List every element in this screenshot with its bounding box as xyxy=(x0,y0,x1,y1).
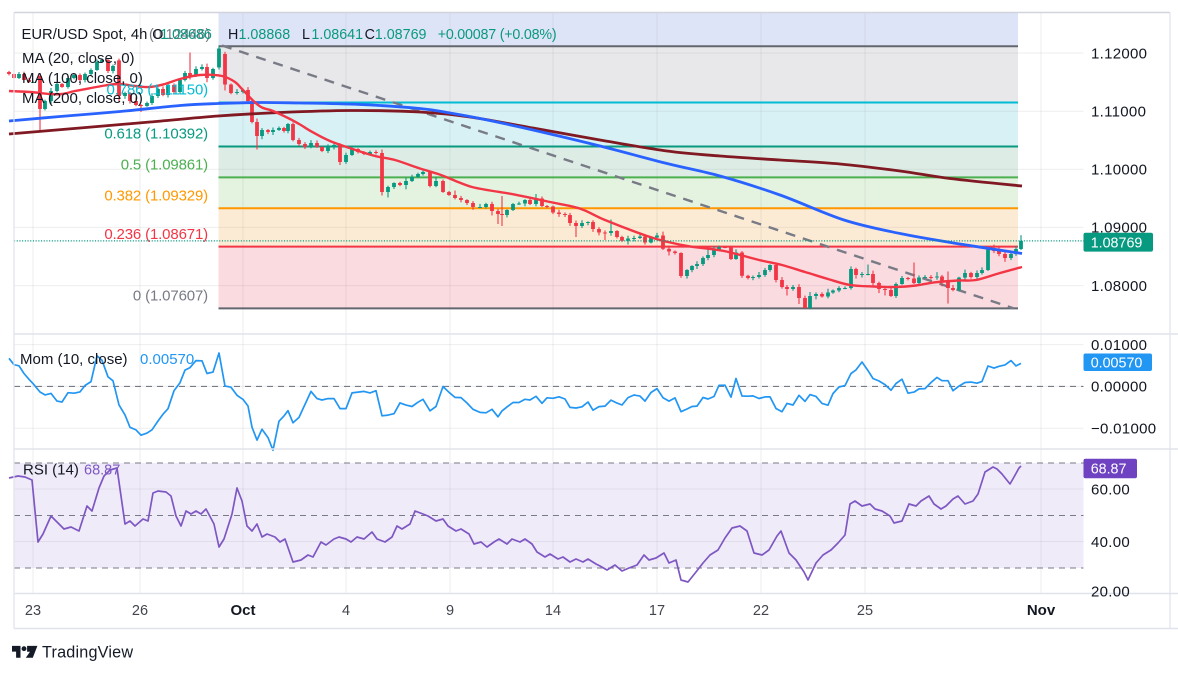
svg-text:1.09000: 1.09000 xyxy=(1091,220,1147,237)
svg-text:68.87: 68.87 xyxy=(84,462,120,478)
svg-text:(0.12446): (0.12446) xyxy=(149,27,210,43)
svg-text:4: 4 xyxy=(342,603,350,619)
svg-text:0 (1.07607): 0 (1.07607) xyxy=(133,288,208,305)
svg-text:TradingView: TradingView xyxy=(42,644,133,662)
svg-text:1.08000: 1.08000 xyxy=(1091,278,1147,295)
svg-text:26: 26 xyxy=(132,603,148,619)
svg-text:EUR/USD Spot, 4h: EUR/USD Spot, 4h xyxy=(22,27,148,43)
svg-text:MA (20, close, 0): MA (20, close, 0) xyxy=(22,50,135,67)
svg-text:MA (100, close, 0): MA (100, close, 0) xyxy=(22,70,143,87)
svg-text:68.87: 68.87 xyxy=(1091,462,1127,478)
svg-text:0.00000: 0.00000 xyxy=(1091,379,1147,396)
svg-text:1.08769: 1.08769 xyxy=(375,27,427,43)
svg-text:0.00570: 0.00570 xyxy=(1091,355,1143,371)
svg-text:0.5 (1.09861): 0.5 (1.09861) xyxy=(121,157,208,174)
svg-text:14: 14 xyxy=(545,603,561,619)
svg-text:−0.01000: −0.01000 xyxy=(1091,421,1156,438)
svg-text:C: C xyxy=(365,27,375,43)
svg-text:60.00: 60.00 xyxy=(1091,481,1130,498)
svg-text:1.12000: 1.12000 xyxy=(1091,45,1147,62)
svg-text:0.236 (1.08671): 0.236 (1.08671) xyxy=(104,226,208,243)
svg-text:1.08641: 1.08641 xyxy=(311,27,363,43)
svg-text:Nov: Nov xyxy=(1027,602,1056,619)
svg-text:1.10000: 1.10000 xyxy=(1091,162,1147,179)
svg-text:23: 23 xyxy=(25,603,41,619)
svg-text:1.08769: 1.08769 xyxy=(1091,235,1143,251)
svg-text:RSI (14): RSI (14) xyxy=(23,461,79,478)
svg-text:1.08868: 1.08868 xyxy=(239,27,291,43)
svg-text:1.08686: 1.08686 xyxy=(160,27,212,43)
svg-text:L: L xyxy=(302,27,310,43)
svg-text:22: 22 xyxy=(753,603,769,619)
svg-text:1.11000: 1.11000 xyxy=(1091,104,1146,121)
svg-text:Oct: Oct xyxy=(230,602,255,619)
svg-text:MA (200, close, 0): MA (200, close, 0) xyxy=(22,90,143,107)
svg-text:O: O xyxy=(152,27,163,43)
svg-text:17: 17 xyxy=(649,603,665,619)
svg-text:0.01000: 0.01000 xyxy=(1091,337,1147,354)
svg-text:+0.00087 (+0.08%): +0.00087 (+0.08%) xyxy=(438,27,557,43)
svg-text:0.00570: 0.00570 xyxy=(140,351,194,368)
svg-text:25: 25 xyxy=(857,603,873,619)
svg-text:20.00: 20.00 xyxy=(1091,583,1130,600)
svg-text:0.382 (1.09329): 0.382 (1.09329) xyxy=(104,188,208,205)
svg-text:H: H xyxy=(228,27,238,43)
svg-text:0.618 (1.10392): 0.618 (1.10392) xyxy=(104,126,208,143)
svg-text:40.00: 40.00 xyxy=(1091,534,1130,551)
svg-text:Mom (10, close): Mom (10, close) xyxy=(20,351,128,368)
svg-text:0.786 (1.11150): 0.786 (1.11150) xyxy=(107,82,209,99)
svg-text:9: 9 xyxy=(446,603,454,619)
